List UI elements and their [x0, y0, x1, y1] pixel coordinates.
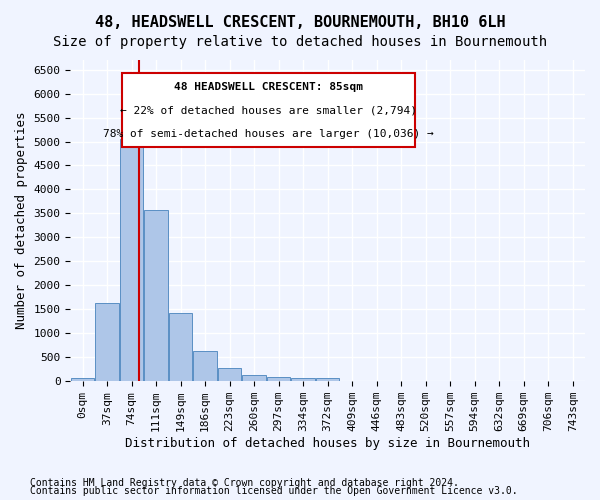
Y-axis label: Number of detached properties: Number of detached properties: [15, 112, 28, 330]
Text: Contains HM Land Registry data © Crown copyright and database right 2024.: Contains HM Land Registry data © Crown c…: [30, 478, 459, 488]
Bar: [169, 313, 192, 381]
FancyBboxPatch shape: [122, 73, 415, 146]
Text: 48, HEADSWELL CRESCENT, BOURNEMOUTH, BH10 6LH: 48, HEADSWELL CRESCENT, BOURNEMOUTH, BH1…: [95, 15, 505, 30]
X-axis label: Distribution of detached houses by size in Bournemouth: Distribution of detached houses by size …: [125, 437, 530, 450]
Bar: [218, 368, 241, 381]
Bar: [193, 352, 217, 381]
Text: ← 22% of detached houses are smaller (2,794): ← 22% of detached houses are smaller (2,…: [120, 106, 417, 116]
Text: Contains public sector information licensed under the Open Government Licence v3: Contains public sector information licen…: [30, 486, 518, 496]
Text: Size of property relative to detached houses in Bournemouth: Size of property relative to detached ho…: [53, 35, 547, 49]
Bar: [316, 378, 339, 381]
Bar: [292, 378, 315, 381]
Bar: [120, 139, 143, 381]
Bar: [267, 377, 290, 381]
Text: 78% of semi-detached houses are larger (10,036) →: 78% of semi-detached houses are larger (…: [103, 128, 434, 138]
Text: 48 HEADSWELL CRESCENT: 85sqm: 48 HEADSWELL CRESCENT: 85sqm: [174, 82, 363, 92]
Bar: [71, 378, 94, 381]
Bar: [242, 374, 266, 381]
Bar: [95, 302, 119, 381]
Bar: [145, 210, 168, 381]
